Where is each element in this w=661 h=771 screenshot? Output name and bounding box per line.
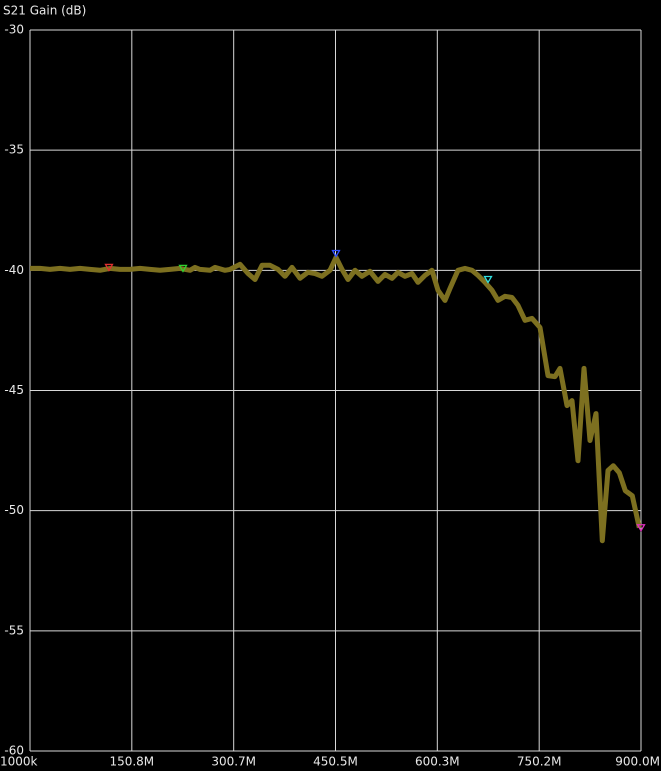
x-tick-label: 450.5M	[313, 755, 358, 769]
trace-line	[30, 254, 642, 544]
marker	[331, 249, 341, 258]
y-tick-label: -60	[4, 744, 24, 758]
chart-title: S21 Gain (dB)	[3, 4, 86, 18]
y-tick-label: -30	[4, 23, 24, 37]
x-tick-label: 900.0M	[615, 755, 660, 769]
marker	[104, 263, 114, 272]
marker	[178, 264, 188, 273]
y-tick-label: -40	[4, 263, 24, 277]
x-tick-label: 750.2M	[517, 755, 562, 769]
x-tick-label: 1000k	[0, 755, 38, 769]
y-tick-label: -55	[4, 623, 24, 637]
marker	[636, 524, 646, 533]
y-tick-label: -50	[4, 503, 24, 517]
marker	[483, 275, 493, 284]
y-tick-label: -45	[4, 383, 24, 397]
x-tick-label: 150.8M	[109, 755, 154, 769]
y-tick-label: -35	[4, 143, 24, 157]
x-tick-label: 600.3M	[415, 755, 460, 769]
x-tick-label: 300.7M	[211, 755, 256, 769]
